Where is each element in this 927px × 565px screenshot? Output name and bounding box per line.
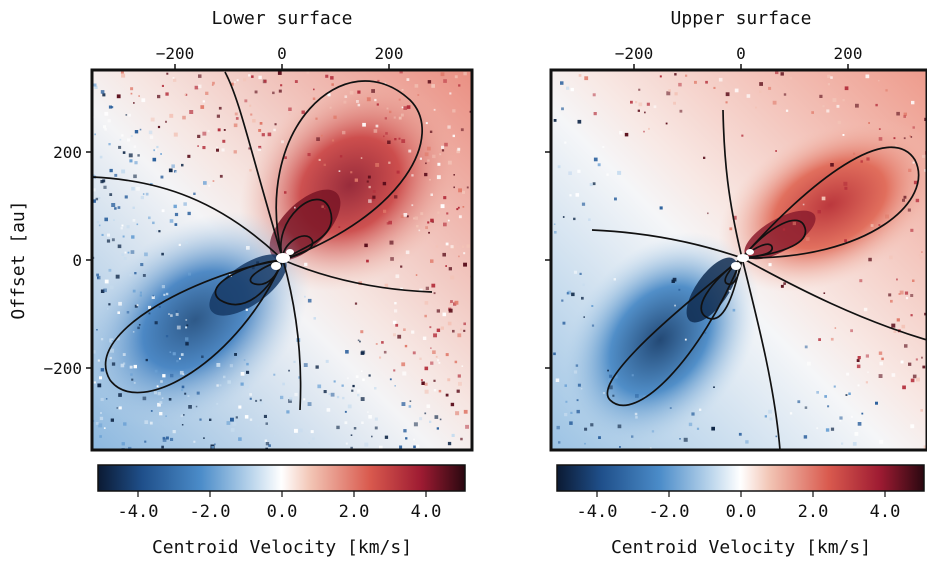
x-tick-label: −200 bbox=[156, 44, 195, 63]
central-mask bbox=[271, 249, 294, 270]
colorbar-label: Centroid Velocity [km/s] bbox=[152, 537, 412, 558]
colorbar-tick-label: 0.0 bbox=[726, 502, 757, 522]
x-tick-label: −200 bbox=[615, 44, 654, 63]
isovelocity-contours bbox=[92, 71, 433, 411]
colorbar-tick-label: 2.0 bbox=[798, 502, 829, 522]
y-tick-label: −200 bbox=[43, 359, 82, 378]
isovelocity-contours bbox=[591, 109, 927, 450]
y-tick-label: 0 bbox=[72, 251, 82, 270]
velocity-map bbox=[92, 70, 472, 450]
panel-title: Lower surface bbox=[212, 8, 353, 29]
panel-title: Upper surface bbox=[671, 8, 812, 29]
colorbar-tick-label: -2.0 bbox=[649, 502, 690, 522]
colorbar-tick-label: 2.0 bbox=[339, 502, 370, 522]
x-tick-label: 0 bbox=[736, 44, 746, 63]
upper-surface-panel: Upper surface bbox=[545, 8, 927, 558]
central-mask bbox=[731, 249, 754, 270]
x-tick-label: 200 bbox=[375, 44, 404, 63]
lower-surface-panel: Lower surface bbox=[8, 8, 474, 558]
colorbar-tick-label: -4.0 bbox=[118, 502, 159, 522]
y-axis: 200 0 −200 Offset [au] bbox=[8, 143, 92, 378]
colorbar-label: Centroid Velocity [km/s] bbox=[611, 537, 871, 558]
y-axis bbox=[545, 151, 551, 369]
colorbar-tick-label: 4.0 bbox=[411, 502, 442, 522]
y-axis-label: Offset [au] bbox=[8, 200, 29, 319]
y-tick-label: 200 bbox=[53, 143, 82, 162]
colorbar: -4.0 -2.0 0.0 2.0 4.0 Centroid Velocity … bbox=[97, 464, 466, 558]
colorbar-tick-label: -4.0 bbox=[577, 502, 618, 522]
colorbar: -4.0 -2.0 0.0 2.0 4.0 Centroid Velocity … bbox=[556, 464, 925, 558]
colorbar-tick-label: -2.0 bbox=[190, 502, 231, 522]
x-axis: −200 0 200 bbox=[156, 44, 404, 70]
colorbar-tick-label: 0.0 bbox=[267, 502, 298, 522]
x-tick-label: 200 bbox=[834, 44, 863, 63]
x-tick-label: 0 bbox=[277, 44, 287, 63]
colorbar-tick-label: 4.0 bbox=[870, 502, 901, 522]
x-axis: −200 0 200 bbox=[615, 44, 863, 70]
